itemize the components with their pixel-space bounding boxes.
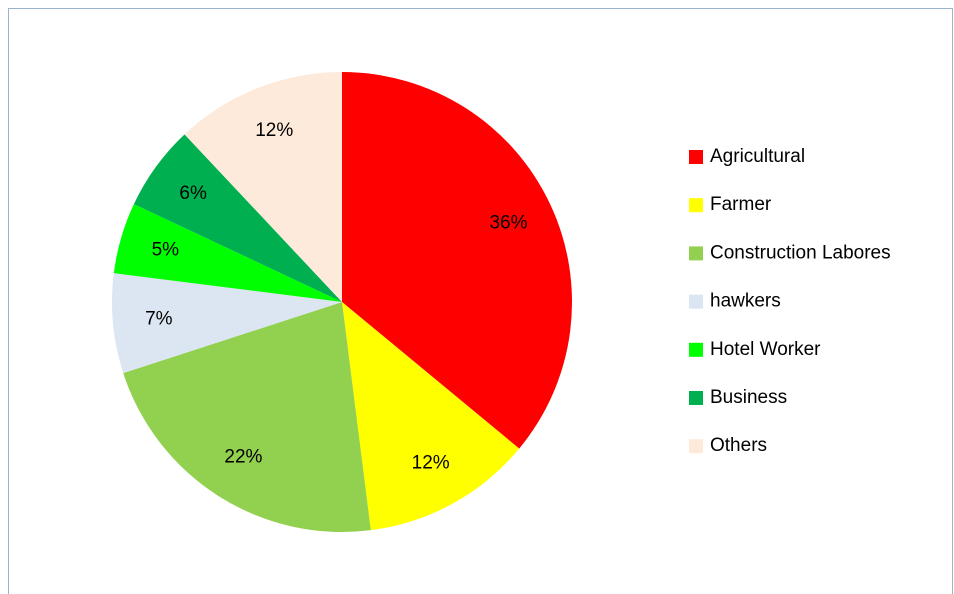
pie-slice: [112, 273, 342, 374]
legend-label: Construction Labores: [710, 242, 891, 263]
legend-swatch: [689, 439, 703, 454]
legend-label: Agricultural: [710, 146, 805, 167]
legend-label: hawkers: [710, 291, 781, 312]
pie-slice: [184, 72, 342, 302]
legend-label: Farmer: [710, 194, 772, 215]
data-label: 36%: [489, 213, 527, 234]
pie-slice: [113, 204, 342, 302]
legend-swatch: [689, 198, 703, 213]
data-label: 12%: [255, 120, 293, 141]
pie-slice: [342, 72, 572, 449]
data-label: 7%: [145, 308, 173, 329]
data-label: 5%: [152, 240, 180, 261]
data-label: 6%: [179, 183, 207, 204]
data-label: 22%: [224, 446, 262, 467]
legend-label: Hotel Worker: [710, 339, 821, 360]
legend-label: Others: [710, 435, 767, 456]
pie-slice: [133, 134, 342, 302]
pie-slice: [123, 302, 371, 532]
legend-swatch: [689, 246, 703, 261]
legend-swatch: [689, 342, 703, 357]
pie-slice: [342, 302, 520, 531]
legend-swatch: [689, 391, 703, 405]
data-label: 12%: [412, 452, 450, 473]
legend-label: Business: [710, 387, 787, 408]
legend-swatch: [689, 294, 703, 309]
legend-swatch: [689, 150, 703, 164]
